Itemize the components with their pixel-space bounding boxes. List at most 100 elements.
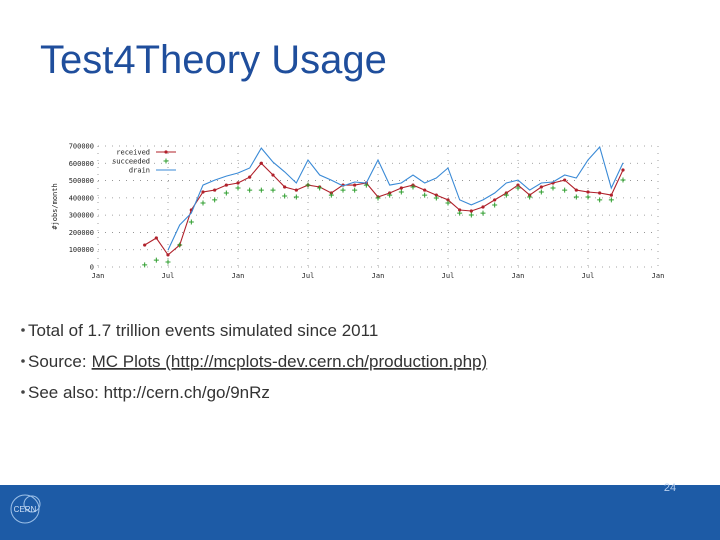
bullet — [21, 328, 25, 332]
data-point — [177, 242, 183, 248]
data-point — [236, 181, 240, 185]
chart: 0 100000 200000 300000 400000 500000 600000 700… — [50, 135, 670, 285]
data-point — [247, 187, 253, 193]
legend-swatch — [163, 158, 169, 164]
data-point — [457, 210, 463, 216]
data-point — [434, 193, 438, 197]
data-point — [574, 188, 578, 192]
page-number: 24 — [664, 482, 676, 494]
logo — [10, 494, 41, 524]
data-point — [468, 212, 474, 218]
data-point — [608, 197, 614, 203]
data-point — [493, 198, 497, 202]
y-tick-label: 700000 — [69, 143, 94, 151]
data-point — [503, 192, 509, 198]
y-tick-label: 500000 — [69, 177, 94, 185]
data-point — [154, 236, 158, 240]
x-tick-label: Jul — [582, 272, 595, 280]
data-point — [445, 200, 451, 206]
data-point — [235, 185, 241, 191]
data-point — [353, 183, 357, 187]
y-tick-label: 400000 — [69, 194, 94, 202]
data-point — [563, 178, 567, 182]
data-point — [201, 190, 205, 194]
x-tick-label: Jan — [372, 272, 385, 280]
series-line — [167, 145, 624, 251]
data-point — [538, 189, 544, 195]
data-point — [586, 190, 590, 194]
data-point — [573, 194, 579, 200]
x-tick-label: Jul — [162, 272, 175, 280]
logo-text: CERN — [14, 505, 37, 514]
data-point — [609, 193, 613, 197]
y-tick-label: 600000 — [69, 160, 94, 168]
slide-title: Test4Theory Usage — [40, 38, 387, 82]
data-point — [562, 187, 568, 193]
footer-bar — [0, 485, 720, 540]
data-point — [142, 262, 148, 268]
data-point — [317, 185, 323, 191]
bullet-text: Source: MC Plots (http://mcplots-dev.cern… — [28, 352, 487, 371]
x-tick-label: Jul — [442, 272, 455, 280]
data-point — [516, 183, 520, 187]
x-tick-label: Jan — [652, 272, 665, 280]
logo-ring — [10, 494, 40, 524]
data-point — [270, 187, 276, 193]
data-point — [410, 184, 416, 190]
data-point — [282, 193, 288, 199]
y-axis-label: #jobs/month — [51, 183, 59, 229]
data-point — [527, 194, 533, 200]
x-tick-label: Jan — [92, 272, 105, 280]
data-point — [200, 200, 206, 206]
data-point — [480, 210, 486, 216]
y-tick-label: 300000 — [69, 212, 94, 220]
x-tick-label: Jan — [232, 272, 245, 280]
bullet — [21, 390, 25, 394]
data-point — [469, 209, 473, 213]
data-point — [539, 185, 543, 189]
bullet — [21, 359, 25, 363]
bullet-label: Source: — [28, 352, 87, 371]
data-point — [293, 194, 299, 200]
data-point — [481, 205, 485, 209]
data-point — [352, 187, 358, 193]
data-point — [258, 187, 264, 193]
data-point — [153, 257, 159, 263]
data-point — [597, 197, 603, 203]
y-tick-label: 0 — [90, 264, 94, 272]
data-point — [387, 192, 393, 198]
legend-label: drain — [129, 167, 150, 175]
data-point — [423, 188, 427, 192]
footer: CERN 24 — [0, 482, 720, 540]
data-point — [598, 191, 602, 195]
series-line — [144, 162, 624, 256]
x-tick-label: Jul — [302, 272, 315, 280]
legend-label: succeeded — [112, 158, 150, 166]
data-point — [375, 195, 381, 201]
data-point — [212, 197, 218, 203]
data-point — [305, 182, 311, 188]
data-point — [458, 208, 462, 212]
data-point — [621, 168, 625, 172]
legend-label: received — [116, 149, 150, 157]
y-tick-label: 200000 — [69, 229, 94, 237]
data-point — [166, 253, 170, 257]
data-point — [620, 177, 626, 183]
data-point — [422, 192, 428, 198]
data-point — [283, 185, 287, 189]
data-point — [340, 187, 346, 193]
link[interactable]: MC Plots (http://mcplots-dev.cern.ch/pro… — [92, 352, 488, 371]
bullet-list: Total of 1.7 trillion events simulated s… — [21, 321, 487, 402]
data-point — [550, 185, 556, 191]
data-point — [515, 185, 521, 191]
data-point — [259, 161, 263, 165]
data-point — [248, 175, 252, 179]
logo-ring — [23, 495, 41, 513]
bullet-text: Total of 1.7 trillion events simulated s… — [28, 321, 378, 340]
data-point — [213, 188, 217, 192]
legend-swatch — [164, 150, 168, 154]
chart-background — [50, 135, 670, 285]
data-point — [165, 259, 171, 265]
data-point — [492, 202, 498, 208]
